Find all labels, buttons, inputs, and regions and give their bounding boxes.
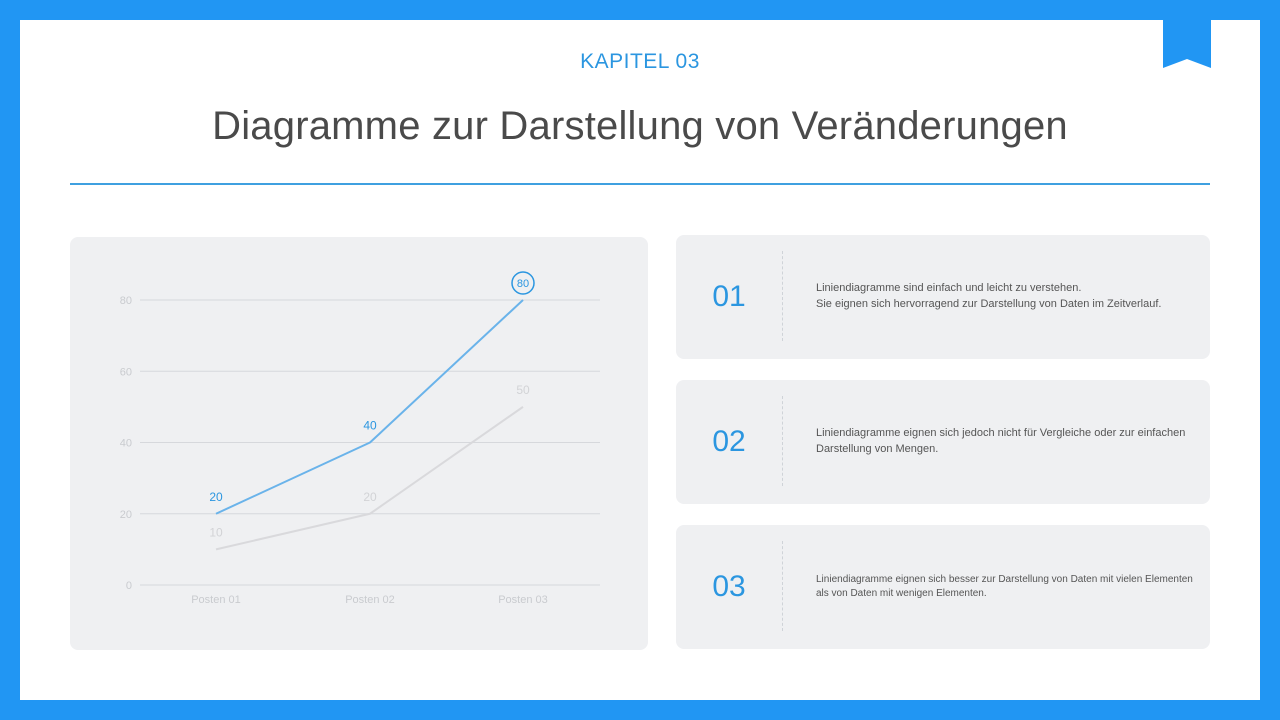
line-chart: 0 20 40 60 80 Posten 01 Posten 02 Posten 03 10 20… [120, 271, 600, 606]
card-number: 02 [712, 425, 746, 458]
data-label-highlight-circle [511, 271, 535, 295]
bookmark-icon [1163, 20, 1211, 68]
card-number: 01 [712, 280, 746, 313]
card-separator [782, 396, 783, 486]
series-line-2 [215, 406, 524, 551]
data-label: 50 [516, 383, 530, 397]
card-text: Liniendiagramme eignen sich besser zur D… [816, 573, 1193, 600]
card-text: Liniendiagramme sind einfach und leicht … [816, 282, 1162, 310]
info-card-03: 03 Liniendiagramme eignen sich besser zu… [676, 525, 1210, 649]
data-label: 80 [517, 278, 529, 290]
x-tick-label: Posten 03 [498, 594, 548, 606]
series-line-1 [215, 299, 524, 515]
y-tick-label: 0 [126, 580, 132, 592]
chapter-label: KAPITEL 03 [580, 50, 700, 73]
data-label: 10 [209, 525, 223, 539]
info-card-02: 02 Liniendiagramme eignen sich jedoch ni… [676, 380, 1210, 504]
x-tick-label: Posten 01 [191, 594, 241, 606]
y-tick-label: 20 [120, 509, 132, 521]
card-text: Liniendiagramme eignen sich jedoch nicht… [816, 427, 1186, 455]
slide: KAPITEL 03 Diagramme zur Darstellung von… [20, 20, 1260, 700]
data-label: 40 [363, 419, 377, 433]
y-tick-label: 60 [120, 366, 132, 378]
y-tick-label: 40 [120, 438, 132, 450]
data-label: 20 [363, 490, 377, 504]
title-divider [70, 183, 1210, 185]
x-tick-label: Posten 02 [345, 594, 395, 606]
card-separator [782, 251, 783, 341]
page-title: Diagramme zur Darstellung von Veränderun… [212, 104, 1068, 148]
data-label: 20 [209, 490, 223, 504]
chart-panel: 0 20 40 60 80 Posten 01 Posten 02 Posten 03 10 20… [70, 237, 648, 650]
y-tick-label: 80 [120, 295, 132, 307]
card-number: 03 [712, 570, 746, 603]
card-separator [782, 541, 783, 631]
info-card-01: 01 Liniendiagramme sind einfach und leic… [676, 235, 1210, 359]
